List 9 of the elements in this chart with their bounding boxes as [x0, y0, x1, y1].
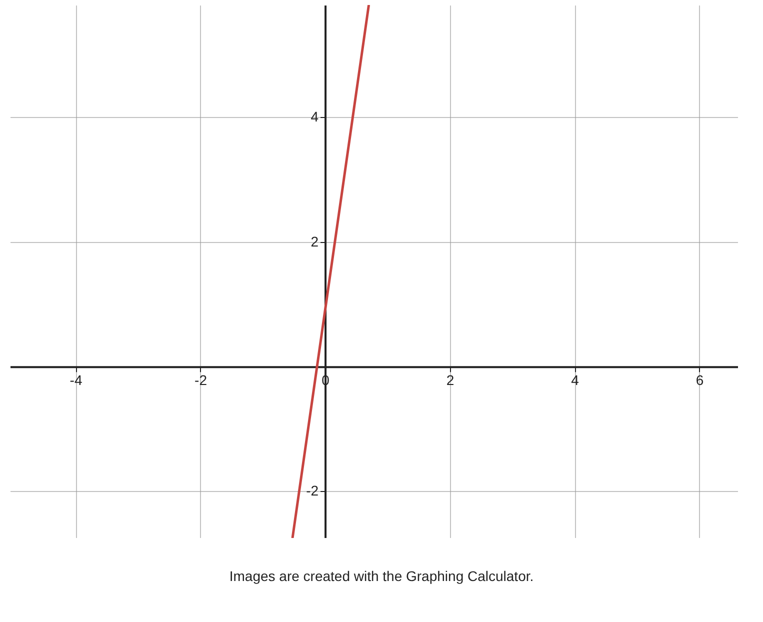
y-tick-label: -2 — [306, 482, 319, 499]
x-tick-label: -2 — [194, 372, 208, 388]
x-tick-label: 6 — [696, 372, 704, 388]
y-tick-label: 2 — [310, 233, 319, 250]
x-tick-label: -4 — [70, 372, 82, 388]
text: Images are created with the Graphing Calculator. — [228, 568, 535, 584]
x-tick-label: 4 — [571, 372, 580, 388]
x-tick-label: 2 — [446, 372, 454, 388]
y-tick-label: 4 — [310, 108, 319, 125]
